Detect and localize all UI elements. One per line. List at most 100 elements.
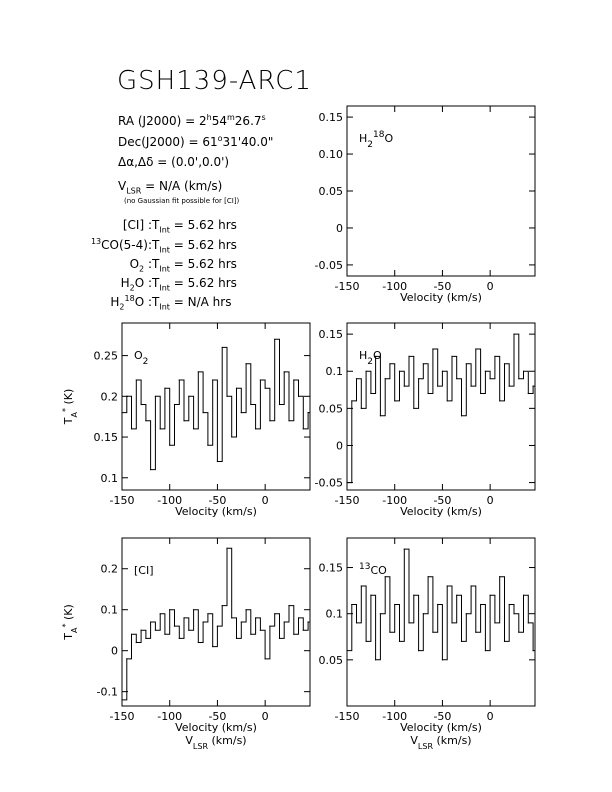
y-tick-label: 0 [336, 222, 343, 235]
data-point [235, 387, 238, 389]
x-tick-label: -100 [382, 710, 407, 723]
data-point [245, 363, 247, 365]
data-point [169, 444, 171, 446]
x-tick-label: 0 [487, 494, 494, 507]
data-point [413, 407, 415, 409]
data-point [494, 622, 496, 624]
data-point [384, 576, 386, 578]
ra-seconds-sup: s [261, 113, 266, 122]
data-point [288, 420, 290, 422]
data-point [398, 640, 401, 642]
x-axis-label: Velocity (km/s) [400, 721, 482, 734]
data-point [355, 622, 358, 624]
data-point [188, 629, 190, 631]
data-point [293, 633, 295, 635]
x-tick-label: -50 [208, 494, 226, 507]
data-point [518, 631, 520, 633]
dec-rest: 31'40.0" [222, 135, 274, 149]
x-axis-label: Velocity (km/s) [400, 291, 482, 304]
data-point [159, 428, 161, 430]
integration-line-label: 13CO(5-4): [86, 237, 152, 252]
ra-line: RA (J2000) = 2h54m26.7s [118, 113, 266, 128]
x-tick-label: -50 [433, 280, 451, 293]
data-point [355, 378, 358, 380]
figure-title: GSH139-ARC1 [117, 66, 312, 96]
integration-row: H218O : TInt = N/A hrs [86, 294, 266, 311]
data-point [403, 385, 405, 387]
y-tick-label: 0.05 [319, 402, 344, 415]
data-point [297, 617, 300, 619]
data-point [188, 395, 190, 397]
data-point [394, 603, 396, 606]
y-tick-label: 0.1 [326, 365, 344, 378]
data-point [522, 370, 525, 372]
data-point [484, 370, 486, 372]
data-point [202, 412, 204, 414]
y-tick-label: 0.05 [319, 185, 344, 198]
tint-sub: Int [159, 225, 170, 235]
species-name-rest: O : [134, 295, 152, 309]
data-point [470, 385, 472, 387]
data-point [494, 355, 496, 357]
data-point [532, 650, 534, 652]
data-point [379, 613, 382, 615]
species-sub: 2 [139, 264, 145, 274]
y-tick-label: 0.15 [319, 562, 344, 575]
species-name-rest: O : [134, 276, 152, 290]
data-point [159, 613, 161, 615]
data-point [427, 392, 429, 395]
species-sub: 2 [129, 283, 135, 293]
data-point [475, 348, 477, 350]
data-point [250, 403, 252, 406]
species-name: [CI] : [122, 218, 152, 232]
data-point [465, 613, 467, 615]
species-name: H [110, 295, 120, 309]
data-point [302, 428, 304, 430]
data-point [212, 645, 214, 648]
x-axis-label: Velocity (km/s) [400, 505, 482, 518]
integration-row: [CI] : TInt = 5.62 hrs [86, 218, 266, 234]
data-point [532, 385, 534, 387]
dec-degree-sup: o [217, 134, 223, 143]
data-point [250, 633, 252, 635]
ra-seconds: 26.7 [234, 114, 262, 128]
x-tick-label: -100 [382, 280, 407, 293]
tint-t: T [152, 276, 160, 290]
data-point [432, 348, 434, 350]
x-axis-label: Velocity (km/s) [175, 721, 257, 734]
x-tick-label: -150 [110, 494, 135, 507]
species-sup: 18 [124, 294, 135, 303]
data-point [446, 400, 448, 402]
ra-minutes-sup: m [227, 113, 235, 122]
species-name-rest: : [144, 257, 152, 271]
data-point [226, 395, 228, 397]
data-point [121, 412, 123, 414]
ra-hours: 2 [199, 114, 207, 128]
data-point [197, 641, 199, 644]
data-point [207, 613, 209, 615]
data-point [135, 379, 137, 381]
data-point [226, 547, 228, 549]
data-point [183, 617, 185, 619]
data-point [351, 603, 353, 606]
species-name: O [129, 257, 140, 271]
x-tick-label: 0 [487, 280, 494, 293]
data-point [269, 420, 271, 422]
data-point [503, 363, 506, 365]
y-tick-label: -0.05 [315, 259, 343, 272]
ra-minutes: 54 [211, 114, 227, 128]
tint-value: = 5.62 hrs [169, 238, 237, 252]
data-point [375, 659, 377, 661]
data-point [140, 629, 142, 631]
data-point [384, 378, 386, 380]
data-point [470, 585, 472, 587]
data-point [475, 631, 477, 633]
tint-t: T [152, 257, 160, 271]
x-tick-label: -150 [335, 280, 360, 293]
data-point [207, 444, 209, 446]
dec-prefix: Dec(J2000) = [118, 135, 203, 149]
y-tick-label: 0.25 [94, 350, 119, 363]
data-point [446, 585, 448, 587]
tint-sub: Int [159, 283, 170, 293]
